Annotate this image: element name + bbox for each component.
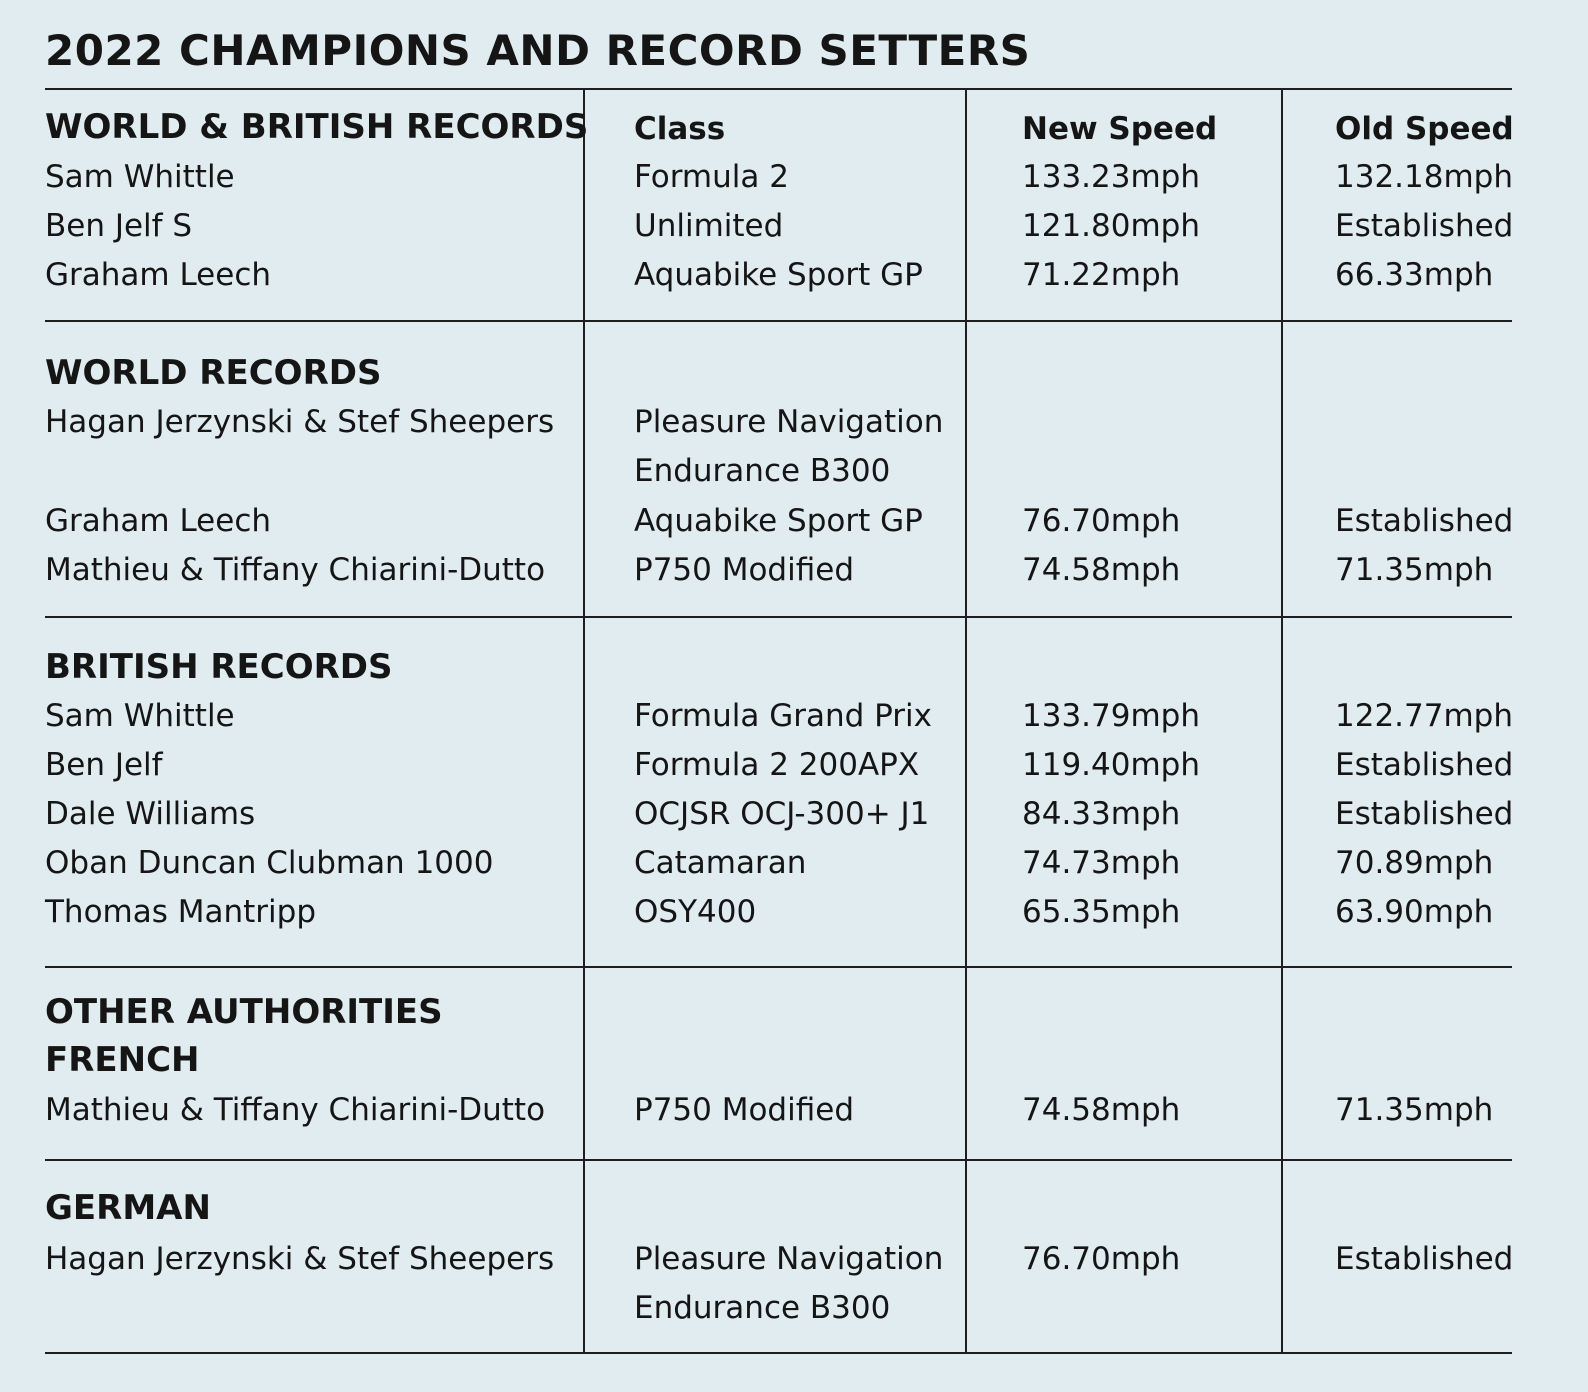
column-divider (1281, 968, 1283, 1159)
record-old-speed: 71.35mph (1335, 1092, 1494, 1128)
section-world-records: WORLD RECORDS Hagan Jerzynski & Stef She… (45, 322, 1514, 618)
record-old-speed: 122.77mph (1335, 698, 1513, 734)
record-name: Graham Leech (45, 257, 272, 293)
column-divider (583, 618, 585, 966)
record-class: Aquabike Sport GP (634, 503, 923, 539)
column-header-class: Class (634, 111, 726, 147)
column-divider (965, 968, 967, 1159)
record-old-speed: Established (1335, 747, 1514, 783)
section-heading: BRITISH RECORDS (45, 647, 393, 687)
record-new-speed: 71.22mph (1022, 257, 1181, 293)
column-divider (965, 1161, 967, 1352)
record-name: Sam Whittle (45, 698, 235, 734)
record-name: Ben Jelf S (45, 208, 193, 244)
section-british-records: BRITISH RECORDS Sam Whittle Formula Gran… (45, 618, 1514, 968)
record-class: Catamaran (634, 845, 807, 881)
record-class: Pleasure Navigation (634, 404, 944, 440)
record-new-speed: 119.40mph (1022, 747, 1200, 783)
record-new-speed: 74.58mph (1022, 1092, 1181, 1128)
record-old-speed: 71.35mph (1335, 552, 1494, 588)
record-class: Unlimited (634, 208, 784, 244)
record-old-speed: 70.89mph (1335, 845, 1494, 881)
section-other-authorities-french: OTHER AUTHORITIES FRENCH Mathieu & Tiffa… (45, 968, 1512, 1161)
record-old-speed: Established (1335, 1241, 1514, 1277)
record-name: Thomas Mantripp (45, 894, 317, 930)
section-heading: OTHER AUTHORITIES (45, 992, 443, 1032)
record-class: Formula Grand Prix (634, 698, 932, 734)
section-subheading: FRENCH (45, 1040, 200, 1080)
page-title: 2022 CHAMPIONS AND RECORD SETTERS (45, 26, 1031, 75)
record-new-speed: 74.58mph (1022, 552, 1181, 588)
record-name: Dale Williams (45, 796, 256, 832)
column-divider (965, 618, 967, 966)
record-new-speed: 76.70mph (1022, 1241, 1181, 1277)
column-divider (583, 322, 585, 616)
record-name: Mathieu & Tiffany Chiarini-Dutto (45, 1092, 546, 1128)
record-old-speed: 66.33mph (1335, 257, 1494, 293)
record-class: OCJSR OCJ-300+ J1 (634, 796, 930, 832)
column-divider (1281, 322, 1283, 616)
record-name: Hagan Jerzynski & Stef Sheepers (45, 404, 555, 440)
record-class: P750 Modified (634, 1092, 854, 1128)
record-class: OSY400 (634, 894, 757, 930)
section-heading: GERMAN (45, 1188, 211, 1228)
record-old-speed: 63.90mph (1335, 894, 1494, 930)
record-old-speed: Established (1335, 503, 1514, 539)
column-header-old-speed: Old Speed (1335, 111, 1514, 147)
record-old-speed: 132.18mph (1335, 159, 1513, 195)
column-divider (965, 322, 967, 616)
column-divider (1281, 618, 1283, 966)
record-new-speed: 74.73mph (1022, 845, 1181, 881)
records-table: WORLD & BRITISH RECORDS Class New Speed … (45, 88, 1514, 1354)
record-class-line-2: Endurance B300 (634, 453, 891, 489)
record-new-speed: 121.80mph (1022, 208, 1200, 244)
record-new-speed: 133.23mph (1022, 159, 1200, 195)
record-old-speed: Established (1335, 796, 1514, 832)
record-class: Formula 2 (634, 159, 789, 195)
section-german: GERMAN Hagan Jerzynski & Stef Sheepers P… (45, 1161, 1514, 1354)
record-name: Hagan Jerzynski & Stef Sheepers (45, 1241, 555, 1277)
record-new-speed: 76.70mph (1022, 503, 1181, 539)
section-world-british-records: WORLD & BRITISH RECORDS Class New Speed … (45, 90, 1514, 322)
section-heading: WORLD & BRITISH RECORDS (45, 107, 589, 147)
record-name: Sam Whittle (45, 159, 235, 195)
record-new-speed: 65.35mph (1022, 894, 1181, 930)
record-class: Pleasure Navigation (634, 1241, 944, 1277)
column-divider (583, 90, 585, 320)
record-name: Mathieu & Tiffany Chiarini-Dutto (45, 552, 546, 588)
record-new-speed: 84.33mph (1022, 796, 1181, 832)
record-name: Ben Jelf (45, 747, 163, 783)
record-class-line-2: Endurance B300 (634, 1290, 891, 1326)
column-divider (1281, 1161, 1283, 1352)
record-name: Oban Duncan Clubman 1000 (45, 845, 494, 881)
column-divider (965, 90, 967, 320)
record-class: P750 Modified (634, 552, 854, 588)
column-divider (583, 1161, 585, 1352)
record-old-speed: Established (1335, 208, 1514, 244)
record-class: Formula 2 200APX (634, 747, 920, 783)
section-heading: WORLD RECORDS (45, 353, 382, 393)
column-divider (1281, 90, 1283, 320)
record-new-speed: 133.79mph (1022, 698, 1200, 734)
record-name: Graham Leech (45, 503, 272, 539)
column-header-new-speed: New Speed (1022, 111, 1218, 147)
column-divider (583, 968, 585, 1159)
record-class: Aquabike Sport GP (634, 257, 923, 293)
